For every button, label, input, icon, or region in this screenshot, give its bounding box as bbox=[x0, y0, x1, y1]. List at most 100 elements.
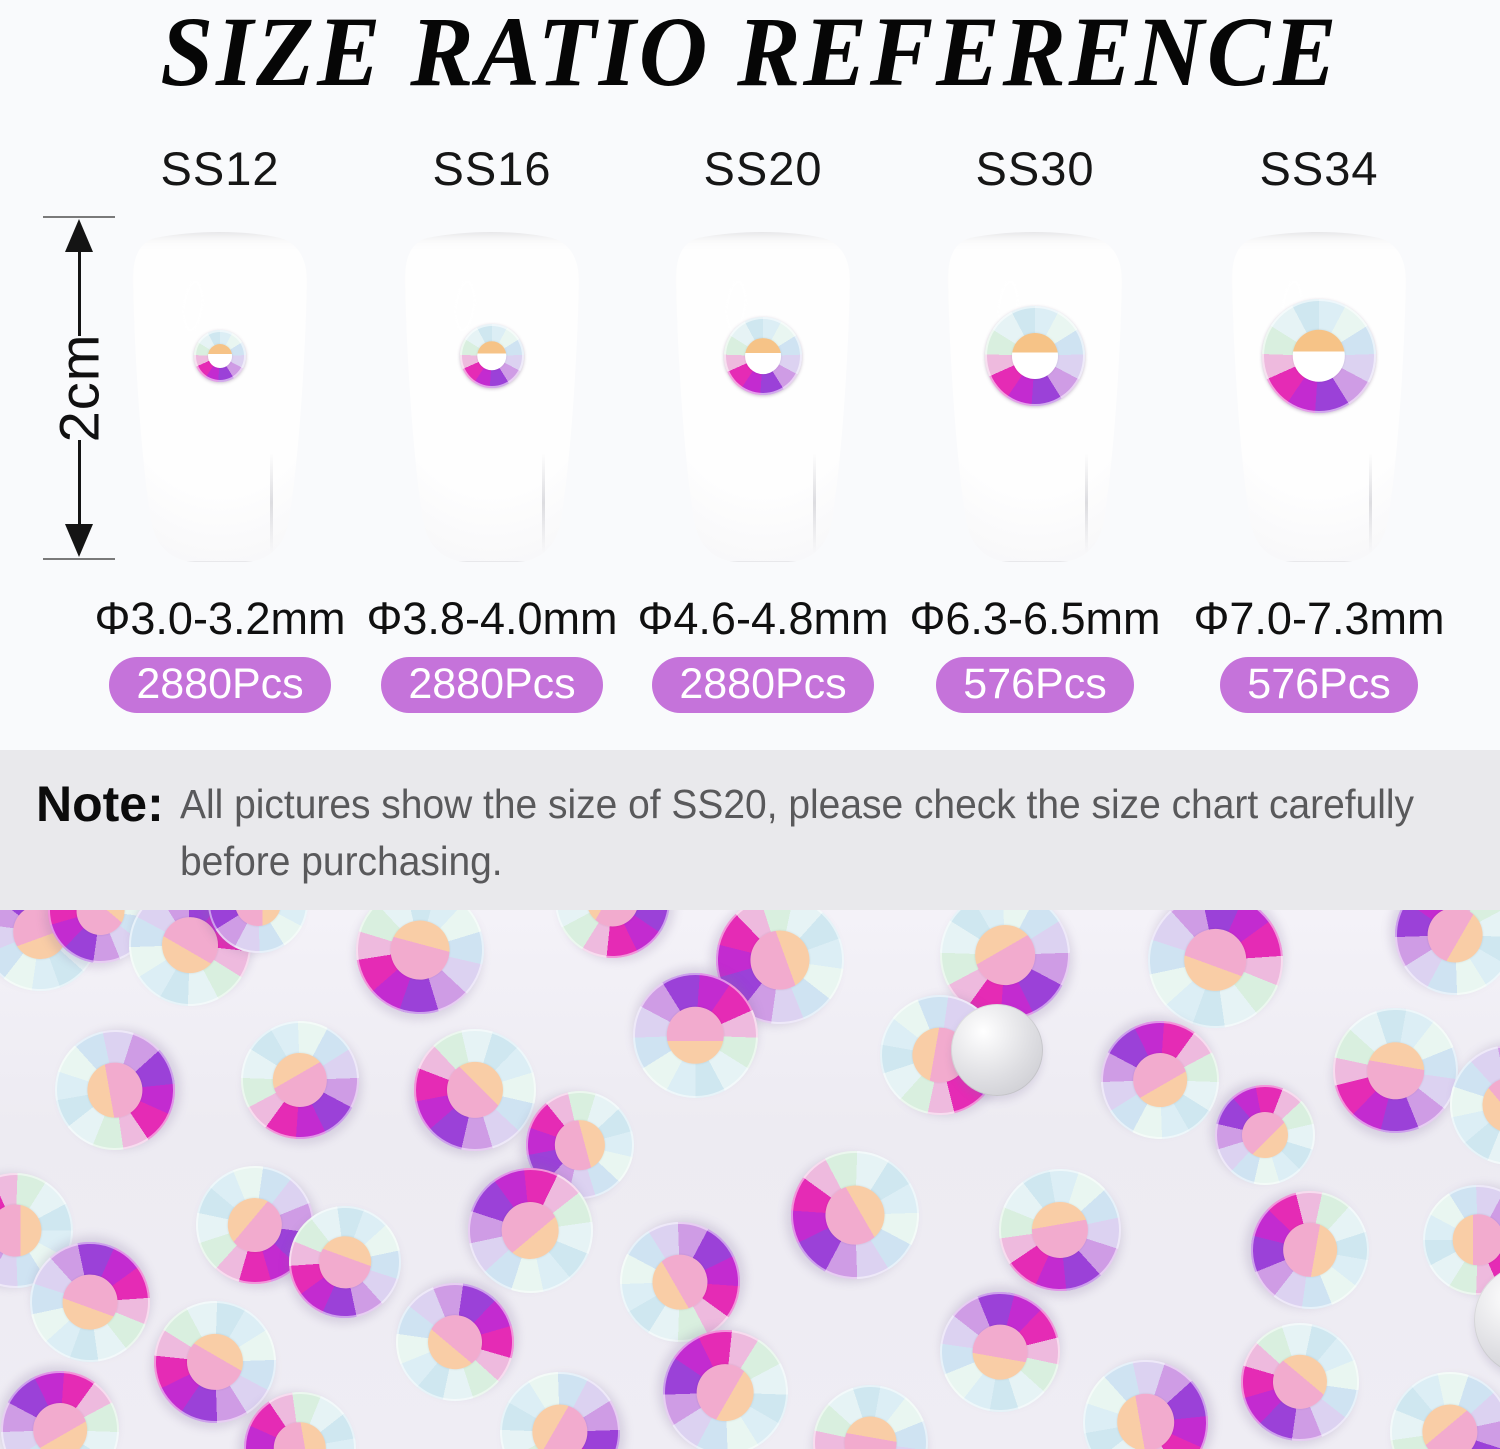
rhinestone-core bbox=[54, 1266, 126, 1338]
rhinestone bbox=[985, 306, 1085, 406]
note-text: All pictures show the size of SS20, plea… bbox=[180, 776, 1414, 889]
size-code-label: SS16 bbox=[432, 142, 552, 195]
rhinestone-core bbox=[1027, 1197, 1093, 1263]
arrow-up-icon bbox=[65, 219, 93, 252]
rhinestone-core bbox=[1292, 329, 1346, 383]
size-code-label: SS30 bbox=[975, 142, 1095, 195]
size-column: SS16 Φ3.8-4.0mm 2880Pcs bbox=[360, 140, 624, 713]
photo-rhinestone bbox=[989, 1159, 1131, 1301]
rhinestone-core bbox=[522, 1394, 598, 1449]
rhinestone-core bbox=[270, 1418, 330, 1449]
count-badge: 2880Pcs bbox=[652, 657, 874, 713]
rhinestone-core bbox=[262, 1042, 338, 1118]
rhinestone-core bbox=[65, 910, 135, 945]
size-column: SS34 Φ7.0-7.3mm 576Pcs bbox=[1187, 140, 1451, 713]
arrow-down-icon bbox=[65, 524, 93, 557]
diameter-label: Φ7.0-7.3mm bbox=[1193, 593, 1445, 644]
rhinestone-core bbox=[1411, 1393, 1489, 1449]
size-code-label: SS34 bbox=[1259, 142, 1379, 195]
rhinestone bbox=[194, 330, 246, 382]
nail-reflection bbox=[542, 453, 545, 553]
rhinestone-core bbox=[208, 344, 232, 368]
arrow-bottom-cap bbox=[43, 558, 115, 560]
diameter-label: Φ3.8-4.0mm bbox=[366, 593, 618, 644]
size-code-label: SS20 bbox=[703, 142, 823, 195]
arrow-top-cap bbox=[43, 216, 115, 218]
count-badge: 2880Pcs bbox=[109, 657, 331, 713]
nail-reflection bbox=[270, 453, 273, 553]
arrow-shaft-bottom bbox=[77, 440, 81, 528]
size-column: SS30 Φ6.3-6.5mm 576Pcs bbox=[903, 140, 1167, 713]
rhinestone-core bbox=[216, 1186, 294, 1264]
measurement-arrow: 2cm bbox=[43, 216, 115, 560]
rhinestone bbox=[724, 317, 802, 395]
rhinestone-core bbox=[549, 1114, 611, 1176]
size-code-label: SS12 bbox=[160, 142, 280, 195]
rhinestone-core bbox=[968, 1320, 1032, 1384]
rhinestone-core bbox=[311, 1228, 379, 1296]
rhinestone-core bbox=[435, 1050, 515, 1130]
nail-surface bbox=[668, 228, 858, 563]
rhinestone-core bbox=[814, 1174, 896, 1256]
photo-rhinestone bbox=[1322, 997, 1468, 1143]
nail-surface bbox=[397, 228, 587, 563]
count-badge: 576Pcs bbox=[1220, 657, 1418, 713]
nail-reflection bbox=[813, 453, 816, 553]
rhinestone-core bbox=[745, 338, 781, 374]
diameter-label: Φ6.3-6.5mm bbox=[909, 593, 1161, 644]
size-column: SS12 Φ3.0-3.2mm 2880Pcs bbox=[88, 140, 352, 713]
photo-rhinestone bbox=[803, 1375, 937, 1449]
note-label: Note: bbox=[36, 776, 164, 832]
photo-rhinestone bbox=[930, 1282, 1070, 1422]
rhinestone-core bbox=[1111, 1388, 1179, 1449]
size-column: SS20 Φ4.6-4.8mm 2880Pcs bbox=[631, 140, 895, 713]
photo-rhinestone bbox=[219, 999, 381, 1161]
arrow-shaft-top bbox=[77, 248, 81, 336]
rhinestone-core bbox=[839, 1411, 901, 1449]
product-photo bbox=[0, 910, 1500, 1449]
rhinestone-core bbox=[1452, 1214, 1500, 1266]
photo-rhinestone bbox=[1365, 1347, 1500, 1449]
nail-tip bbox=[1224, 228, 1414, 563]
rhinestone-core bbox=[1471, 1066, 1500, 1144]
diameter-label: Φ3.0-3.2mm bbox=[94, 593, 346, 644]
rhinestone-core bbox=[0, 1203, 42, 1257]
note-text-line2: before purchasing. bbox=[179, 837, 503, 884]
rhinestone-core bbox=[477, 341, 507, 371]
page-title: SIZE RATIO REFERENCE bbox=[160, 0, 1340, 108]
nail-tip bbox=[125, 228, 315, 563]
nail-tip bbox=[397, 228, 587, 563]
photo-rhinestone bbox=[767, 1127, 943, 1303]
rhinestone-core bbox=[176, 1323, 254, 1401]
rhinestone-core bbox=[1278, 1218, 1342, 1282]
nail-tip bbox=[668, 228, 858, 563]
count-badge: 2880Pcs bbox=[381, 657, 603, 713]
photo-rhinestone bbox=[1072, 1349, 1218, 1449]
photo-rhinestone bbox=[1241, 1181, 1379, 1319]
rhinestone-core bbox=[575, 910, 649, 937]
rhinestone-core bbox=[83, 1058, 147, 1122]
rhinestone-core bbox=[1232, 1102, 1298, 1168]
photo-rhinestone bbox=[1423, 1185, 1500, 1295]
diameter-label: Φ4.6-4.8mm bbox=[637, 593, 889, 644]
rhinestone-core bbox=[1175, 920, 1255, 1000]
photo-rhinestone bbox=[45, 1020, 185, 1160]
rhinestone-core bbox=[235, 910, 281, 926]
rhinestone-core bbox=[383, 913, 457, 987]
rhinestone bbox=[1262, 299, 1376, 413]
rhinestone bbox=[460, 324, 524, 388]
rhinestone-core bbox=[1122, 1042, 1198, 1118]
photo-rhinestone bbox=[1216, 1298, 1384, 1449]
photo-rhinestone bbox=[1373, 910, 1500, 1017]
nail-surface bbox=[125, 228, 315, 563]
rhinestone-core bbox=[685, 1352, 765, 1432]
rhinestone-core bbox=[1261, 1343, 1339, 1421]
rhinestone-core bbox=[742, 922, 818, 998]
count-badge: 576Pcs bbox=[936, 657, 1134, 713]
rhinestone-core bbox=[964, 914, 1046, 996]
nail-reflection bbox=[1085, 453, 1088, 553]
nail-tip bbox=[940, 228, 1130, 563]
photo-rhinestone bbox=[533, 910, 691, 979]
nail-reflection bbox=[1369, 453, 1372, 553]
rhinestone-core bbox=[642, 1244, 718, 1320]
